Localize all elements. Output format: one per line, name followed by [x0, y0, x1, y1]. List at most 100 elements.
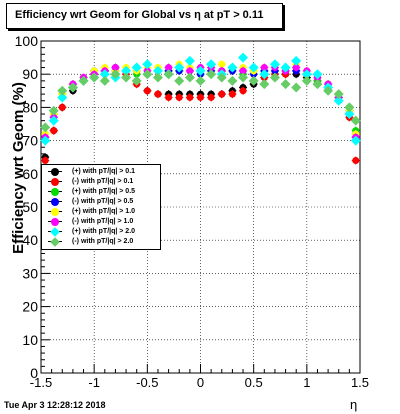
y-tick-label: 20 [22, 299, 38, 315]
data-point [142, 69, 153, 80]
legend-label: (-) with pT/|q| > 0.5 [72, 198, 134, 205]
data-point [152, 65, 163, 76]
data-point [239, 67, 247, 75]
data-point [207, 93, 215, 101]
data-point [40, 135, 51, 146]
data-point [260, 64, 268, 72]
data-point [99, 69, 110, 80]
legend-marker [51, 198, 59, 206]
y-axis-title: Efficiency wrt Geom (%) [10, 82, 27, 254]
legend-entry: (-) with pT/|q| > 0.5 [42, 197, 160, 207]
legend-entry: (-) with pT/|q| > 0.1 [42, 177, 160, 187]
legend-entry: (+) with pT/|q| > 0.1 [42, 167, 160, 177]
data-point [228, 90, 236, 98]
y-tick-label: 10 [22, 332, 38, 348]
data-point [184, 55, 195, 66]
data-point [48, 105, 59, 116]
data-point [57, 85, 68, 96]
y-tick-label: 60 [22, 166, 38, 182]
x-tick-label: 0.5 [245, 375, 263, 390]
data-point [121, 72, 132, 83]
data-point [206, 69, 217, 80]
x-tick-label: -1 [88, 375, 100, 390]
data-point [280, 62, 291, 73]
y-tick-label: 30 [22, 265, 38, 281]
data-point [174, 75, 185, 86]
data-point [352, 157, 360, 165]
chart-title-box: Efficiency wrt Geom for Global vs η at p… [6, 3, 283, 29]
legend-entry: (+) with pT/|q| > 1.0 [42, 207, 160, 217]
legend-entry: (-) with pT/|q| > 1.0 [42, 217, 160, 227]
data-point [41, 157, 49, 165]
data-point [142, 59, 153, 70]
data-point [238, 52, 249, 63]
data-point [174, 62, 185, 73]
data-point [259, 69, 270, 80]
x-tick-label: -1.5 [30, 375, 52, 390]
x-tick-label: 1 [303, 375, 310, 390]
legend-marker [50, 237, 60, 247]
data-point [89, 72, 100, 83]
data-point [184, 72, 195, 83]
data-point [291, 82, 302, 93]
data-point [218, 60, 226, 68]
data-point [154, 90, 162, 98]
data-point [216, 72, 227, 83]
data-point [350, 135, 361, 146]
legend-label: (+) with pT/|q| > 2.0 [72, 228, 136, 235]
data-point [269, 72, 280, 83]
data-point [238, 72, 249, 83]
y-tick-label: 70 [22, 133, 38, 149]
data-point [344, 102, 355, 113]
data-point [269, 59, 280, 70]
data-point [195, 65, 206, 76]
y-tick-label: 0 [30, 365, 38, 381]
data-point [165, 93, 173, 101]
data-point [99, 75, 110, 86]
data-point [259, 79, 270, 90]
y-tick-label: 50 [22, 199, 38, 215]
x-tick-label: 0 [197, 375, 204, 390]
legend: (+) with pT/|q| > 0.1 (-) with pT/|q| > … [41, 164, 161, 250]
data-point [323, 85, 334, 96]
legend-marker [51, 178, 59, 186]
data-point [152, 72, 163, 83]
legend-label: (-) with pT/|q| > 1.0 [72, 218, 134, 225]
data-point [78, 75, 89, 86]
legend-entry: (+) with pT/|q| > 0.5 [42, 187, 160, 197]
chart-title: Efficiency wrt Geom for Global vs η at p… [15, 9, 264, 21]
legend-marker [51, 168, 59, 176]
data-point [197, 93, 204, 101]
x-tick-label: -0.5 [136, 375, 158, 390]
data-point [40, 122, 51, 133]
legend-marker [51, 208, 59, 216]
legend-marker [50, 227, 60, 237]
data-point [218, 90, 226, 98]
y-tick-label: 80 [22, 99, 38, 115]
data-point [350, 115, 361, 126]
data-point [67, 82, 78, 93]
legend-marker [51, 188, 59, 196]
legend-label: (+) with pT/|q| > 0.5 [72, 188, 136, 195]
data-point [48, 115, 59, 126]
data-point [175, 93, 183, 101]
data-point [312, 69, 323, 80]
data-point [333, 89, 344, 100]
data-point [280, 79, 291, 90]
data-point [344, 109, 355, 120]
data-point [110, 69, 121, 80]
data-point [248, 62, 259, 73]
data-point [333, 95, 344, 106]
y-tick-label: 90 [22, 66, 38, 82]
data-point [301, 69, 312, 80]
data-point [165, 64, 173, 72]
data-point [301, 75, 312, 86]
data-point [186, 67, 194, 75]
data-point [186, 93, 194, 101]
legend-marker [51, 218, 59, 226]
y-tick-label: 40 [22, 232, 38, 248]
data-point [227, 75, 238, 86]
x-tick-label: 1.5 [351, 375, 369, 390]
data-point [292, 64, 300, 72]
